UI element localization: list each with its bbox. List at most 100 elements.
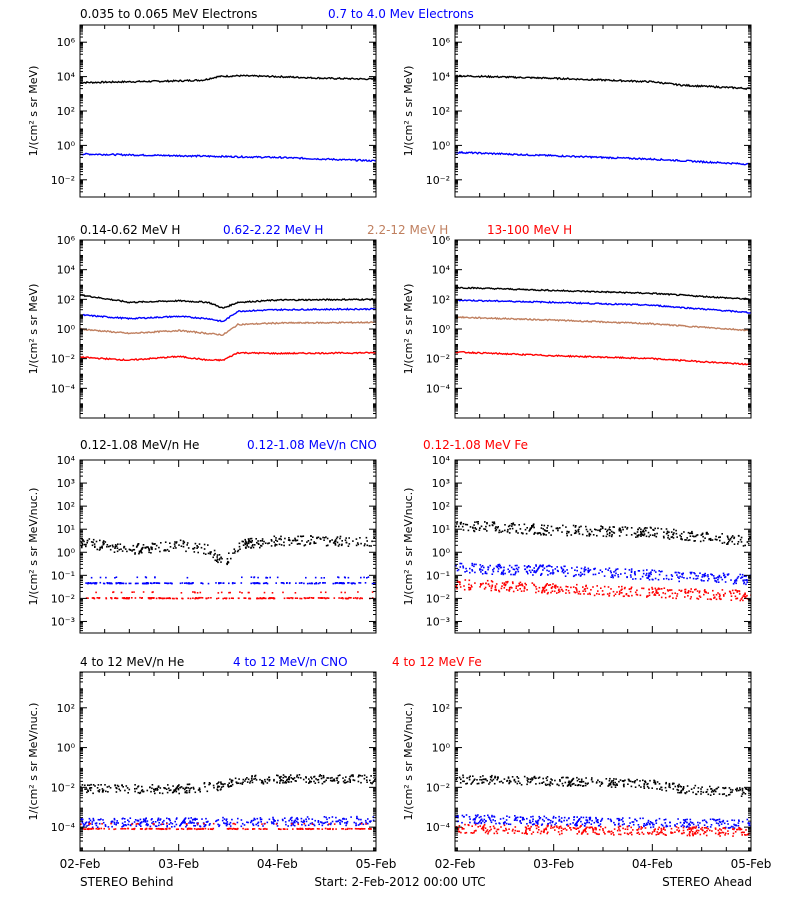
series-point: [579, 784, 582, 787]
series-point: [145, 824, 148, 826]
series-point: [604, 826, 607, 829]
series-point: [558, 588, 560, 591]
series-point: [168, 789, 171, 792]
series-point: [491, 581, 494, 583]
series-point: [646, 595, 648, 597]
series-point: [116, 582, 119, 584]
series-point: [129, 549, 132, 551]
series-point: [175, 790, 178, 793]
series-point: [368, 828, 370, 830]
series-point: [222, 597, 224, 600]
series-point: [500, 587, 503, 590]
series-point: [250, 777, 253, 780]
series-point: [118, 582, 120, 584]
series-point: [564, 827, 566, 830]
series-point: [744, 593, 746, 596]
series-point: [486, 530, 488, 532]
series-point: [617, 823, 620, 826]
series-point: [552, 569, 554, 571]
series-point: [95, 822, 98, 824]
series-point: [507, 580, 509, 583]
series-point: [724, 832, 727, 835]
series-point: [160, 542, 162, 544]
series-point: [88, 538, 91, 540]
series-point: [146, 546, 148, 548]
series-point: [513, 568, 516, 571]
series-point: [183, 821, 185, 824]
series-point: [139, 791, 142, 794]
series-point: [644, 827, 647, 829]
series-point: [545, 827, 547, 830]
series-point: [588, 533, 590, 536]
series-point: [361, 775, 363, 777]
series-point: [738, 593, 741, 595]
series-point: [538, 829, 540, 831]
series-point: [320, 591, 322, 594]
series-point: [740, 536, 743, 539]
series-point: [301, 823, 303, 826]
series-point: [373, 537, 375, 539]
series-point: [370, 782, 372, 784]
series-point: [642, 817, 644, 820]
series-point: [677, 571, 680, 574]
series-point: [150, 582, 152, 584]
series-point: [675, 826, 678, 828]
series-point: [668, 595, 671, 598]
series-point: [732, 583, 735, 585]
series-point: [525, 827, 528, 829]
series-point: [545, 828, 548, 831]
series-point: [721, 820, 723, 823]
series-point: [196, 828, 198, 831]
series-point: [315, 582, 317, 584]
series-point: [138, 550, 141, 553]
series-point: [157, 582, 159, 584]
series-point: [568, 782, 571, 785]
series-point: [740, 577, 742, 579]
series-point: [289, 582, 291, 584]
series-point: [349, 775, 351, 778]
series-point: [538, 532, 541, 534]
series-point: [745, 575, 747, 578]
series-point: [629, 590, 632, 593]
series-point: [489, 781, 491, 784]
series-point: [471, 562, 473, 565]
series-point: [653, 781, 655, 784]
series-point: [710, 573, 712, 575]
series-point: [187, 787, 190, 789]
series-point: [604, 833, 606, 835]
series-point: [106, 544, 109, 546]
series-point: [588, 535, 591, 537]
series-point: [539, 564, 542, 567]
series-point: [228, 823, 231, 826]
series-point: [701, 576, 703, 578]
series-point: [638, 527, 641, 529]
series-point: [153, 543, 156, 545]
series-point: [92, 541, 94, 544]
series-point: [720, 576, 722, 579]
series-point: [173, 597, 175, 600]
series-point: [253, 544, 256, 546]
series-point: [491, 815, 493, 818]
series-point: [578, 526, 581, 528]
series-point: [613, 532, 616, 534]
series-point: [232, 552, 234, 554]
series-point: [664, 592, 667, 595]
series-point: [662, 592, 664, 594]
series-point: [493, 815, 495, 818]
series-point: [531, 582, 534, 584]
series-point: [698, 595, 701, 597]
series-point: [243, 597, 245, 599]
series-point: [686, 834, 689, 837]
series-point: [324, 591, 327, 594]
series-point: [329, 540, 331, 542]
series-point: [115, 791, 118, 793]
series-point: [225, 824, 228, 826]
y-axis-label: 1/(cm² s sr MeV): [27, 66, 40, 157]
series-point: [370, 828, 372, 830]
series-point: [180, 823, 182, 825]
series-point: [559, 527, 561, 529]
series-point: [317, 781, 320, 784]
x-tick-label: 04-Feb: [257, 857, 298, 871]
series-point: [248, 597, 251, 600]
series-point: [254, 818, 256, 821]
